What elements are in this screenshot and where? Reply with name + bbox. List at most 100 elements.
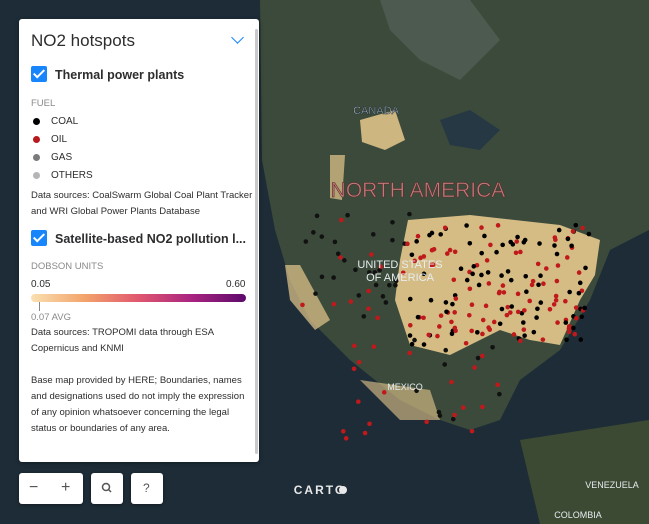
plant-dot [438,232,443,237]
plant-dot [453,296,459,301]
plant-dot [486,281,492,286]
plant-dot [494,249,499,255]
plant-dot [467,286,473,292]
plant-dot [483,303,489,309]
note-text: Base map provided by HERE; Boundaries, n… [31,375,245,434]
plant-dot [522,308,527,313]
plant-dot [470,271,475,277]
plant-dot [407,322,413,328]
plant-dot [464,277,470,283]
plant-dot [458,266,464,272]
plant-dot [452,249,458,255]
plant-dot [553,297,559,303]
plant-dot [450,301,455,307]
plant-dot [443,347,449,353]
plant-dot [554,278,560,284]
no2-area-mexico [360,380,440,420]
plant-dot [429,247,435,253]
plant-dot [390,237,395,243]
plant-dot [495,223,501,228]
plant-dot [421,271,427,277]
legend-caption: DOBSON UNITS [31,261,104,272]
plant-dot [487,327,493,332]
plant-dot [356,293,362,298]
zoom-in[interactable]: + [61,479,71,496]
search-button[interactable] [91,473,123,504]
plant-dot [552,235,558,240]
plant-dot [444,309,449,315]
plant-dot [362,430,368,436]
plant-dot [515,234,520,240]
power-plants [300,211,592,441]
no2-area-usa [395,215,600,355]
plant-dot [469,328,474,334]
plant-dot [436,409,442,415]
plant-dot [482,233,487,239]
source-text: Data sources: CoalSwarm Global Coal Plan… [31,190,253,217]
plant-dot [447,247,453,253]
plant-dot [319,234,325,239]
plant-dot [563,320,569,325]
collapse-button[interactable] [231,31,244,44]
plant-dot [554,251,560,257]
plant-dot [574,315,579,321]
carto-logo[interactable]: CARTO [294,483,346,497]
plant-dot [372,270,378,275]
plant-dot [524,289,529,295]
plant-dot [484,258,490,263]
plant-dot [460,405,466,410]
plant-dot [536,282,541,288]
layer-checkbox[interactable] [31,66,47,82]
legend-panel: NO2 hotspots Thermal power plants FUEL C… [19,19,259,462]
plant-dot [510,242,516,247]
plant-dot [313,291,318,296]
plant-dot [437,324,442,329]
plant-dot [497,321,503,327]
plant-dot [541,281,546,287]
plant-dot [338,255,343,260]
plant-dot [438,313,444,318]
map-label: COLOMBIA [554,510,602,520]
plant-dot [442,362,448,367]
scale-min: 0.05 [31,279,51,290]
plant-dot [378,264,384,269]
plant-dot [407,350,413,356]
plant-dot [514,239,520,244]
scrollbar[interactable] [255,29,258,454]
legend-item: COAL [51,116,79,127]
plant-dot [563,298,568,304]
map-label: NORTH AMERICA [331,179,506,202]
plant-dot [311,230,316,235]
plant-dot [466,312,472,318]
plant-dot [480,331,485,337]
plant-dot [469,302,475,308]
plant-dot [471,264,477,269]
plant-dot [488,242,493,248]
help-button[interactable]: ? [131,473,163,504]
land-south-america [520,420,649,524]
plant-dot [530,278,536,284]
legend-swatch [33,118,40,125]
plant-dot [428,297,434,303]
plant-dot [421,342,427,347]
plant-dot [552,243,557,248]
zoom-out[interactable]: − [29,479,39,496]
plant-dot [348,299,354,304]
plant-dot [538,300,544,305]
layer-checkbox[interactable] [31,230,47,246]
plant-dot [361,314,367,319]
plant-dot [535,306,540,312]
plant-dot [580,225,585,231]
plant-dot [369,252,374,257]
plant-dot [491,319,497,325]
plant-dot [543,266,549,271]
plant-dot [449,319,454,325]
plant-dot [405,241,410,247]
panel-title: NO2 hotspots [31,31,135,50]
plant-dot [497,391,502,397]
plant-dot [303,239,309,244]
plant-dot [380,294,386,299]
map-labels: CANADA NORTH AMERICA UNITED STATES OF AM… [294,105,639,520]
